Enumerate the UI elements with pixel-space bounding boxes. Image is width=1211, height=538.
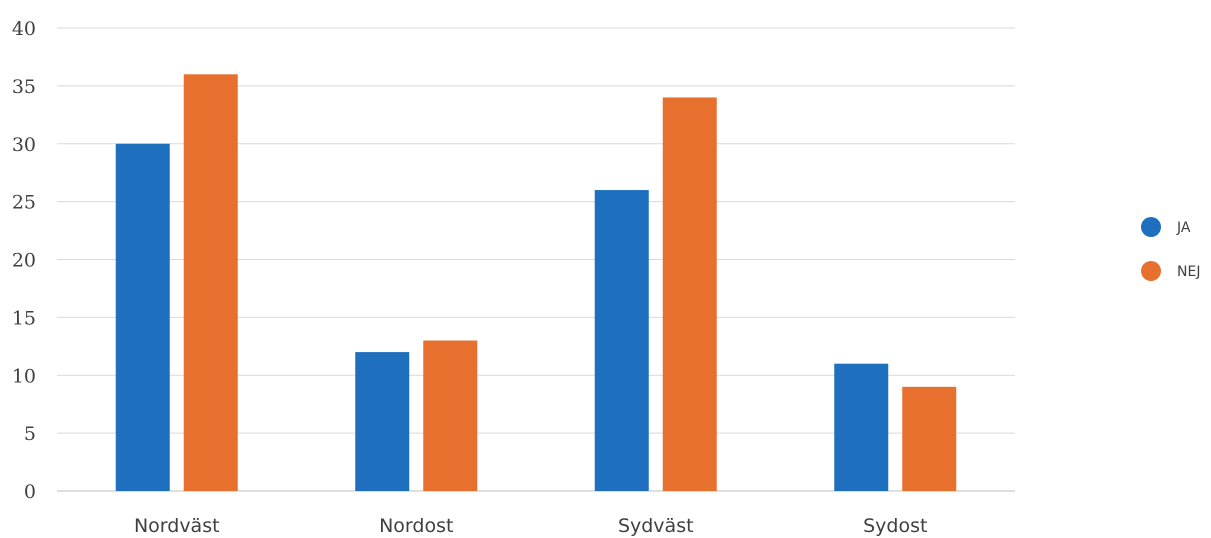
bar-nej-2 (662, 97, 717, 491)
legend: JA NEJ (1141, 217, 1200, 281)
x-axis: Nordväst Nordost Sydväst Sydost (134, 515, 927, 537)
y-tick-label: 10 (12, 365, 36, 387)
bar-nej-0 (183, 74, 238, 492)
y-tick-label: 25 (12, 192, 36, 214)
bar-ja-2 (594, 190, 649, 492)
legend-label-nej: NEJ (1177, 264, 1200, 280)
y-tick-label: 5 (24, 423, 36, 445)
x-tick-label: Nordväst (134, 515, 220, 537)
y-tick-label: 35 (12, 76, 36, 98)
bar-ja-3 (834, 363, 889, 491)
x-tick-label: Nordost (379, 515, 453, 537)
bar-nej-3 (902, 386, 957, 491)
bar-ja-0 (115, 143, 170, 491)
y-tick-label: 15 (12, 307, 36, 329)
y-tick-label: 0 (24, 481, 36, 503)
legend-label-ja: JA (1176, 220, 1191, 236)
x-tick-label: Sydost (863, 515, 927, 537)
y-tick-label: 30 (12, 134, 36, 156)
legend-marker-ja (1141, 217, 1161, 237)
x-tick-label: Sydväst (618, 515, 694, 537)
legend-marker-nej (1141, 261, 1161, 281)
y-tick-label: 40 (12, 18, 36, 40)
y-axis: 0 5 10 15 20 25 30 35 40 (12, 18, 36, 503)
bar-ja-1 (355, 352, 410, 491)
y-tick-label: 20 (12, 250, 36, 272)
bar-nej-1 (423, 340, 478, 491)
bars (115, 74, 957, 492)
